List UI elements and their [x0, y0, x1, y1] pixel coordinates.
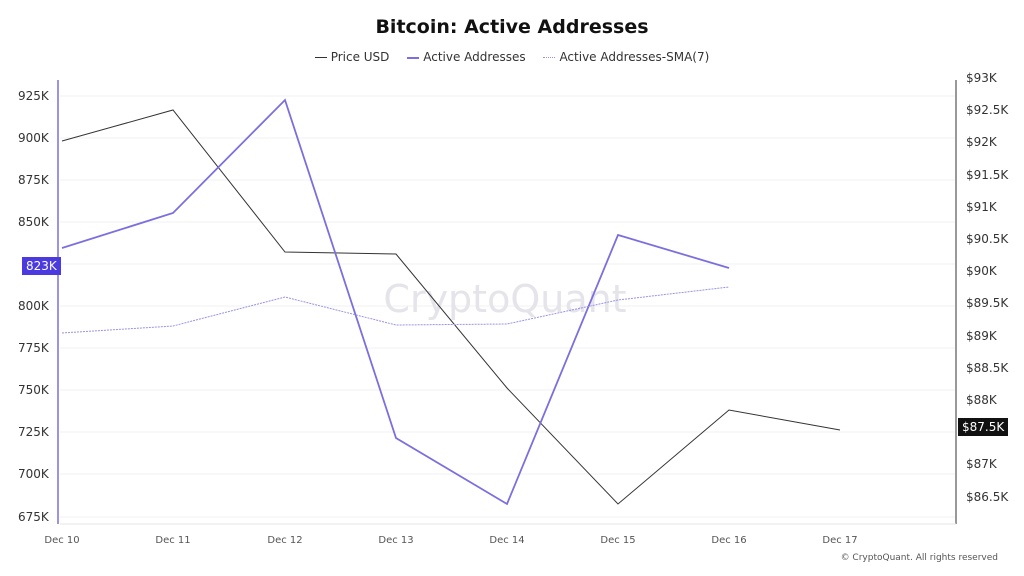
left-axis-value-badge: 823K	[22, 257, 61, 275]
legend-item-sma[interactable]: Active Addresses-SMA(7)	[543, 50, 709, 64]
legend-item-price[interactable]: Price USD	[314, 50, 389, 64]
right-axis-value-badge: $87.5K	[958, 418, 1009, 436]
chart-title: Bitcoin: Active Addresses	[375, 16, 649, 38]
sma-line	[61, 286, 730, 334]
legend: Price USD Active Addresses Active Addres…	[0, 50, 1024, 64]
copyright-footer: © CryptoQuant. All rights reserved	[840, 553, 998, 563]
active-addresses-line	[61, 98, 730, 506]
gridlines	[60, 95, 955, 518]
legend-item-active-addresses[interactable]: Active Addresses	[407, 50, 526, 64]
price-line	[61, 109, 841, 505]
